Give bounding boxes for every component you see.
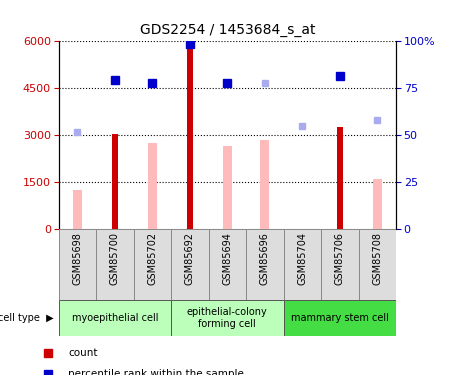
Text: GSM85700: GSM85700 bbox=[110, 232, 120, 285]
Bar bbox=[171, 300, 284, 336]
Bar bbox=[148, 143, 157, 229]
Bar bbox=[246, 229, 284, 300]
Bar bbox=[284, 229, 321, 300]
Text: GSM85696: GSM85696 bbox=[260, 232, 270, 285]
Bar bbox=[72, 190, 82, 229]
Bar bbox=[134, 229, 171, 300]
Bar bbox=[337, 127, 342, 229]
Bar bbox=[359, 229, 396, 300]
Bar bbox=[58, 229, 96, 300]
Text: percentile rank within the sample: percentile rank within the sample bbox=[68, 369, 244, 375]
Text: cell type  ▶: cell type ▶ bbox=[0, 313, 54, 323]
Text: GSM85708: GSM85708 bbox=[372, 232, 382, 285]
Bar bbox=[321, 229, 359, 300]
Text: epithelial-colony
forming cell: epithelial-colony forming cell bbox=[187, 307, 268, 328]
Text: GSM85702: GSM85702 bbox=[147, 232, 157, 285]
Bar bbox=[208, 229, 246, 300]
Bar bbox=[373, 179, 382, 229]
Bar bbox=[96, 229, 134, 300]
Text: count: count bbox=[68, 348, 98, 358]
Bar bbox=[284, 300, 396, 336]
Bar bbox=[58, 300, 171, 336]
Text: GSM85692: GSM85692 bbox=[185, 232, 195, 285]
Text: GSM85706: GSM85706 bbox=[335, 232, 345, 285]
Title: GDS2254 / 1453684_s_at: GDS2254 / 1453684_s_at bbox=[140, 24, 315, 38]
Bar bbox=[112, 134, 117, 229]
Text: GSM85698: GSM85698 bbox=[72, 232, 82, 285]
Text: GSM85704: GSM85704 bbox=[297, 232, 307, 285]
Bar bbox=[187, 48, 193, 229]
Bar bbox=[171, 229, 208, 300]
Text: GSM85694: GSM85694 bbox=[222, 232, 232, 285]
Text: mammary stem cell: mammary stem cell bbox=[291, 313, 389, 323]
Bar bbox=[260, 140, 270, 229]
Bar bbox=[223, 146, 232, 229]
Text: myoepithelial cell: myoepithelial cell bbox=[72, 313, 158, 323]
